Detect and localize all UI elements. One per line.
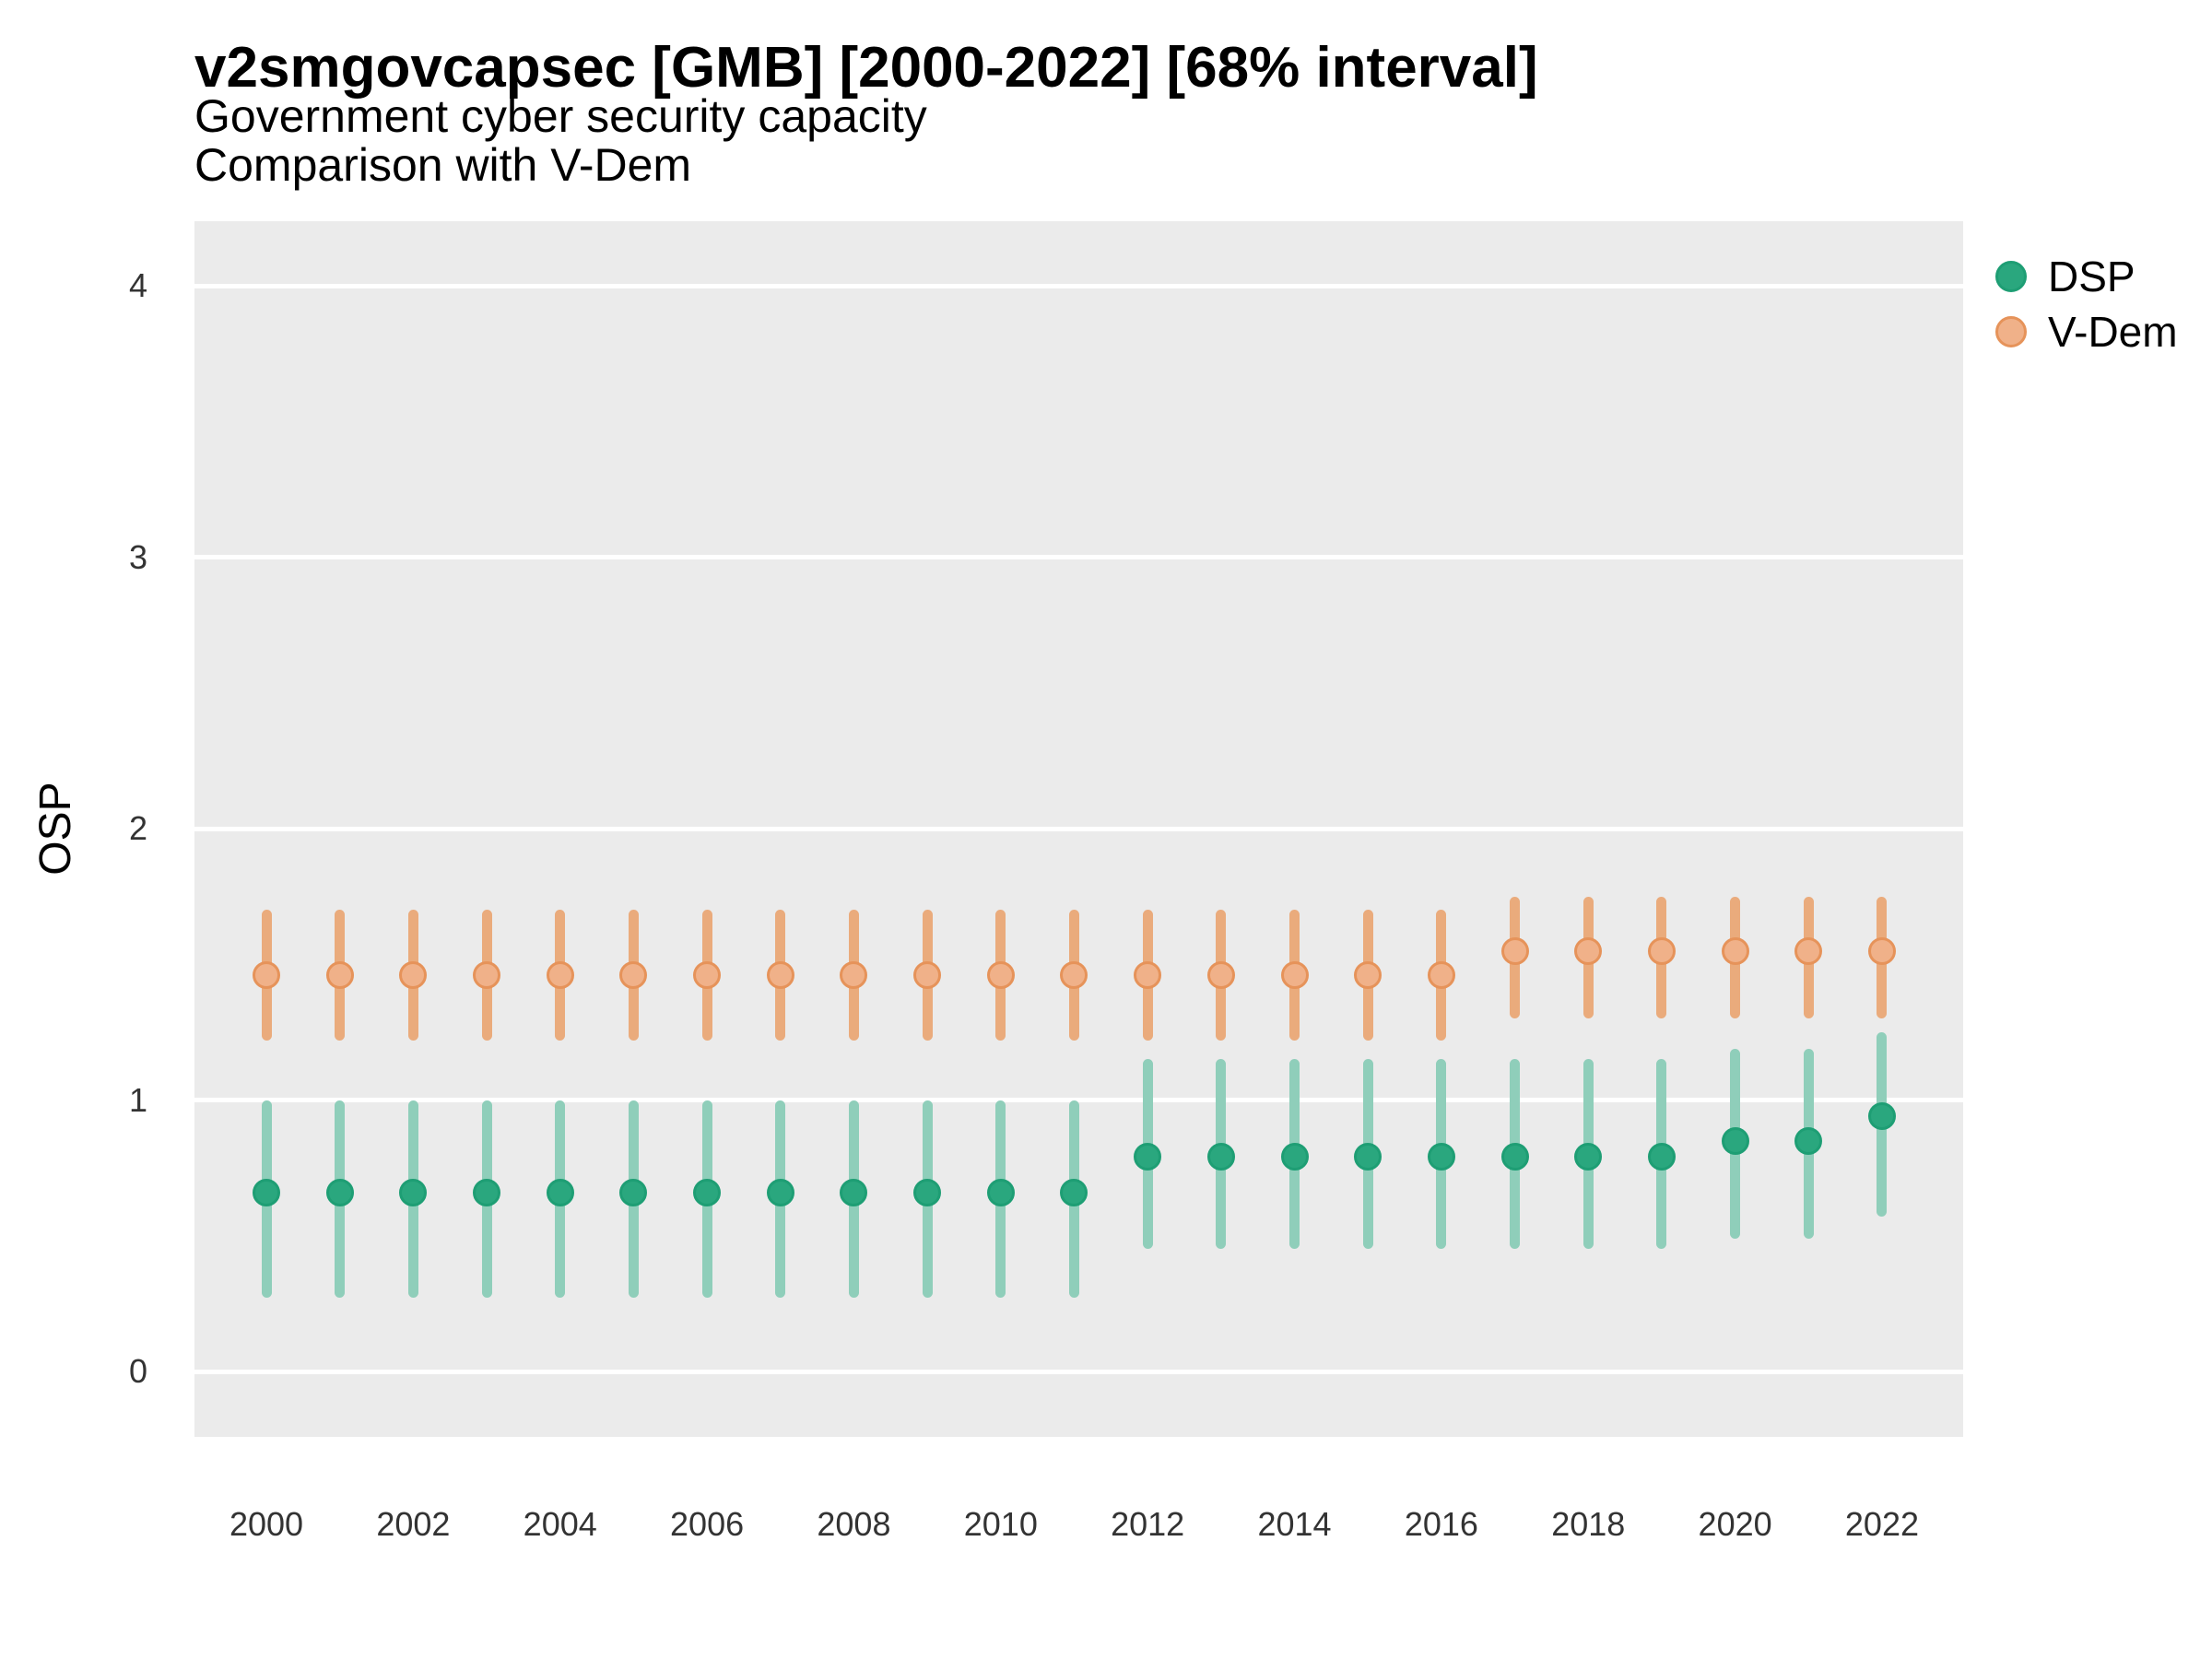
data-point-dsp [1574, 1143, 1603, 1171]
chart-subtitle-line2: Comparison with V-Dem [194, 139, 692, 191]
data-point-dsp [986, 1178, 1015, 1206]
data-point-dsp [619, 1178, 648, 1206]
data-point-dsp [253, 1178, 280, 1206]
data-point-vdem [693, 961, 722, 990]
data-point-dsp [1280, 1143, 1309, 1171]
data-point-dsp [1206, 1143, 1235, 1171]
data-point-dsp [1060, 1178, 1088, 1206]
y-tick-label: 4 [128, 266, 147, 304]
plot-panel [194, 221, 1963, 1437]
y-tick-label: 1 [128, 1080, 147, 1119]
data-point-dsp [913, 1178, 942, 1206]
data-point-vdem [1574, 936, 1603, 965]
data-point-vdem [986, 961, 1015, 990]
data-point-dsp [1721, 1126, 1749, 1155]
data-point-vdem [325, 961, 354, 990]
data-point-vdem [546, 961, 574, 990]
y-tick-label: 2 [128, 809, 147, 847]
data-point-vdem [1794, 936, 1823, 965]
y-tick-label: 3 [128, 537, 147, 576]
y-gridline [194, 555, 1963, 559]
legend-swatch-dsp [1995, 261, 2027, 292]
x-tick-label: 2016 [1404, 1505, 1478, 1543]
data-point-vdem [1500, 936, 1529, 965]
x-tick-label: 2008 [817, 1505, 891, 1543]
data-point-vdem [399, 961, 428, 990]
data-point-vdem [1206, 961, 1235, 990]
legend-label-dsp: DSP [2048, 253, 2136, 300]
data-point-vdem [1867, 936, 1896, 965]
data-point-vdem [1134, 961, 1162, 990]
legend-swatch-vdem [1995, 316, 2027, 347]
data-point-vdem [1647, 936, 1676, 965]
data-point-vdem [913, 961, 942, 990]
data-point-dsp [1354, 1143, 1382, 1171]
data-point-dsp [1500, 1143, 1529, 1171]
x-tick-label: 2006 [670, 1505, 745, 1543]
y-gridline [194, 1098, 1963, 1102]
y-tick-label: 0 [128, 1352, 147, 1390]
data-point-dsp [1794, 1126, 1823, 1155]
data-point-vdem [253, 961, 280, 990]
data-point-vdem [1427, 961, 1455, 990]
chart-subtitle: Government cyber security capacity Compa… [194, 92, 927, 190]
x-tick-label: 2002 [376, 1505, 451, 1543]
x-tick-label: 2000 [229, 1505, 304, 1543]
y-gridline [194, 283, 1963, 288]
data-point-dsp [399, 1178, 428, 1206]
x-tick-label: 2012 [1111, 1505, 1185, 1543]
data-point-vdem [1060, 961, 1088, 990]
data-point-vdem [473, 961, 501, 990]
y-gridline [194, 1369, 1963, 1374]
data-point-vdem [1354, 961, 1382, 990]
data-point-dsp [473, 1178, 501, 1206]
data-point-dsp [766, 1178, 794, 1206]
data-point-dsp [1427, 1143, 1455, 1171]
data-point-vdem [1280, 961, 1309, 990]
x-tick-label: 2014 [1257, 1505, 1332, 1543]
data-point-dsp [1867, 1102, 1896, 1131]
data-point-dsp [325, 1178, 354, 1206]
data-point-vdem [840, 961, 868, 990]
x-tick-label: 2004 [523, 1505, 597, 1543]
data-point-dsp [840, 1178, 868, 1206]
data-point-dsp [693, 1178, 722, 1206]
x-tick-label: 2022 [1844, 1505, 1919, 1543]
data-point-dsp [1134, 1143, 1162, 1171]
data-point-vdem [766, 961, 794, 990]
data-point-dsp [546, 1178, 574, 1206]
x-tick-label: 2020 [1698, 1505, 1772, 1543]
chart-subtitle-line1: Government cyber security capacity [194, 90, 927, 142]
chart-title: v2smgovcapsec [GMB] [2000-2022] [68% int… [194, 36, 1538, 100]
x-tick-label: 2010 [963, 1505, 1038, 1543]
data-point-vdem [1721, 936, 1749, 965]
data-point-vdem [619, 961, 648, 990]
legend-label-vdem: V-Dem [2048, 308, 2178, 356]
data-point-dsp [1647, 1143, 1676, 1171]
y-gridline [194, 826, 1963, 831]
x-tick-label: 2018 [1551, 1505, 1626, 1543]
